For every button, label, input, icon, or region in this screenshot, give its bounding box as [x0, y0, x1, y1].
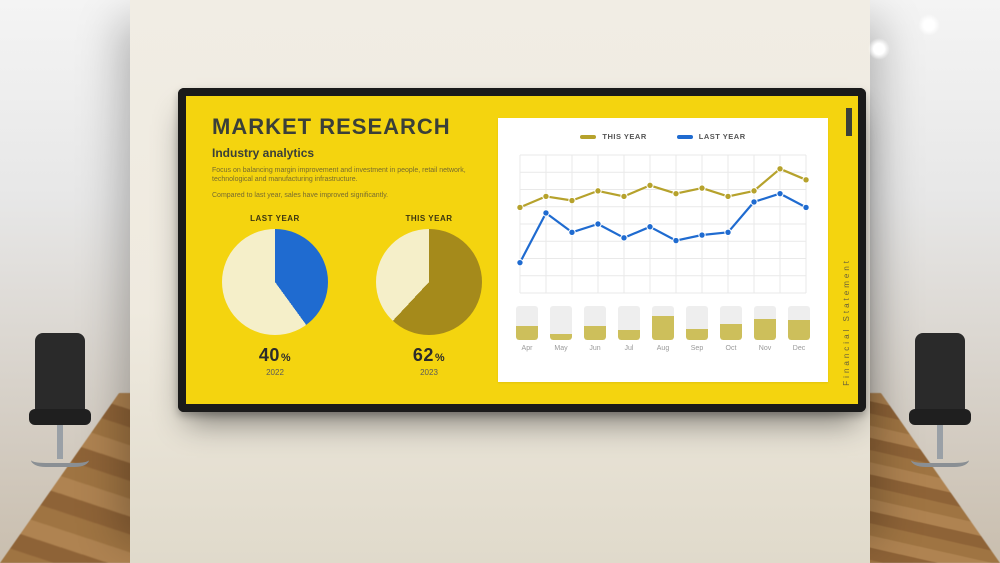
line-chart: [514, 149, 812, 299]
bar-x-label: Sep: [691, 345, 703, 352]
pie-year: 2022: [212, 368, 338, 377]
bar-fill: [618, 330, 640, 340]
bar-col: May: [550, 306, 572, 352]
bar-col: Aug: [652, 306, 674, 352]
bar-x-label: Dec: [793, 345, 805, 352]
pie-row: LAST YEAR 40% 2022 THIS YEAR 62% 2023: [212, 214, 492, 377]
bar-fill: [550, 334, 572, 340]
room-backdrop: Financial Statement MARKET RESEARCH Indu…: [0, 0, 1000, 563]
bar-x-label: Jul: [625, 345, 634, 352]
bar-col: Nov: [754, 306, 776, 352]
percent-sign: %: [435, 352, 445, 364]
bar-x-label: Aug: [657, 345, 669, 352]
slide-market-research: Financial Statement MARKET RESEARCH Indu…: [186, 96, 858, 404]
legend-swatch: [677, 135, 693, 139]
pie-chart-this-year: [376, 229, 482, 335]
bar-shell: [788, 306, 810, 340]
legend-swatch: [580, 135, 596, 139]
bar-x-label: May: [554, 345, 567, 352]
office-chair-left: [25, 333, 95, 473]
pie-percent: 40%: [212, 345, 338, 366]
legend-item-this-year: THIS YEAR: [580, 132, 646, 141]
bar-col: Jul: [618, 306, 640, 352]
bar-fill: [720, 324, 742, 340]
headline-block: MARKET RESEARCH Industry analytics Focus…: [212, 114, 492, 200]
bar-shell: [754, 306, 776, 340]
ceiling-light-icon: [918, 14, 940, 36]
bar-shell: [720, 306, 742, 340]
bar-row: Apr May Jun Jul Aug Sep Oct Nov Dec: [514, 312, 812, 352]
bar-x-label: Apr: [522, 345, 533, 352]
pie-percent-value: 62: [413, 345, 434, 365]
office-chair-right: [905, 333, 975, 473]
legend-label: LAST YEAR: [699, 132, 746, 141]
bar-shell: [618, 306, 640, 340]
chart-card: THIS YEAR LAST YEAR Apr May Jun Jul Aug Sep Oc…: [498, 118, 828, 382]
bar-fill: [686, 329, 708, 340]
bar-col: Sep: [686, 306, 708, 352]
bar-x-label: Nov: [759, 345, 771, 352]
ceiling-light-icon: [868, 38, 890, 60]
percent-sign: %: [281, 352, 291, 364]
pie-caption: THIS YEAR: [366, 214, 492, 223]
pie-percent-value: 40: [259, 345, 280, 365]
bar-col: Dec: [788, 306, 810, 352]
side-label-text: Financial Statement: [842, 258, 851, 386]
bar-fill: [516, 326, 538, 340]
pie-this-year: THIS YEAR 62% 2023: [366, 214, 492, 377]
bar-fill: [788, 320, 810, 340]
legend-item-last-year: LAST YEAR: [677, 132, 746, 141]
pie-chart-last-year: [222, 229, 328, 335]
pie-year: 2023: [366, 368, 492, 377]
bar-shell: [686, 306, 708, 340]
wall-display: Financial Statement MARKET RESEARCH Indu…: [178, 88, 866, 412]
legend-label: THIS YEAR: [602, 132, 646, 141]
pie-last-year: LAST YEAR 40% 2022: [212, 214, 338, 377]
pie-caption: LAST YEAR: [212, 214, 338, 223]
slide-title: MARKET RESEARCH: [212, 114, 492, 140]
bar-x-label: Oct: [726, 345, 737, 352]
bar-x-label: Jun: [589, 345, 600, 352]
bar-fill: [754, 319, 776, 340]
slide-blurb-1: Focus on balancing margin improvement an…: [212, 166, 492, 185]
side-label: Financial Statement: [836, 114, 856, 386]
bar-fill: [652, 316, 674, 340]
slide-blurb-2: Compared to last year, sales have improv…: [212, 191, 492, 200]
legend: THIS YEAR LAST YEAR: [514, 132, 812, 141]
slide-subtitle: Industry analytics: [212, 146, 492, 160]
bar-shell: [550, 306, 572, 340]
bar-shell: [516, 306, 538, 340]
bar-shell: [652, 306, 674, 340]
pie-percent: 62%: [366, 345, 492, 366]
bar-col: Jun: [584, 306, 606, 352]
bar-col: Oct: [720, 306, 742, 352]
bar-fill: [584, 326, 606, 340]
bar-shell: [584, 306, 606, 340]
bar-col: Apr: [516, 306, 538, 352]
